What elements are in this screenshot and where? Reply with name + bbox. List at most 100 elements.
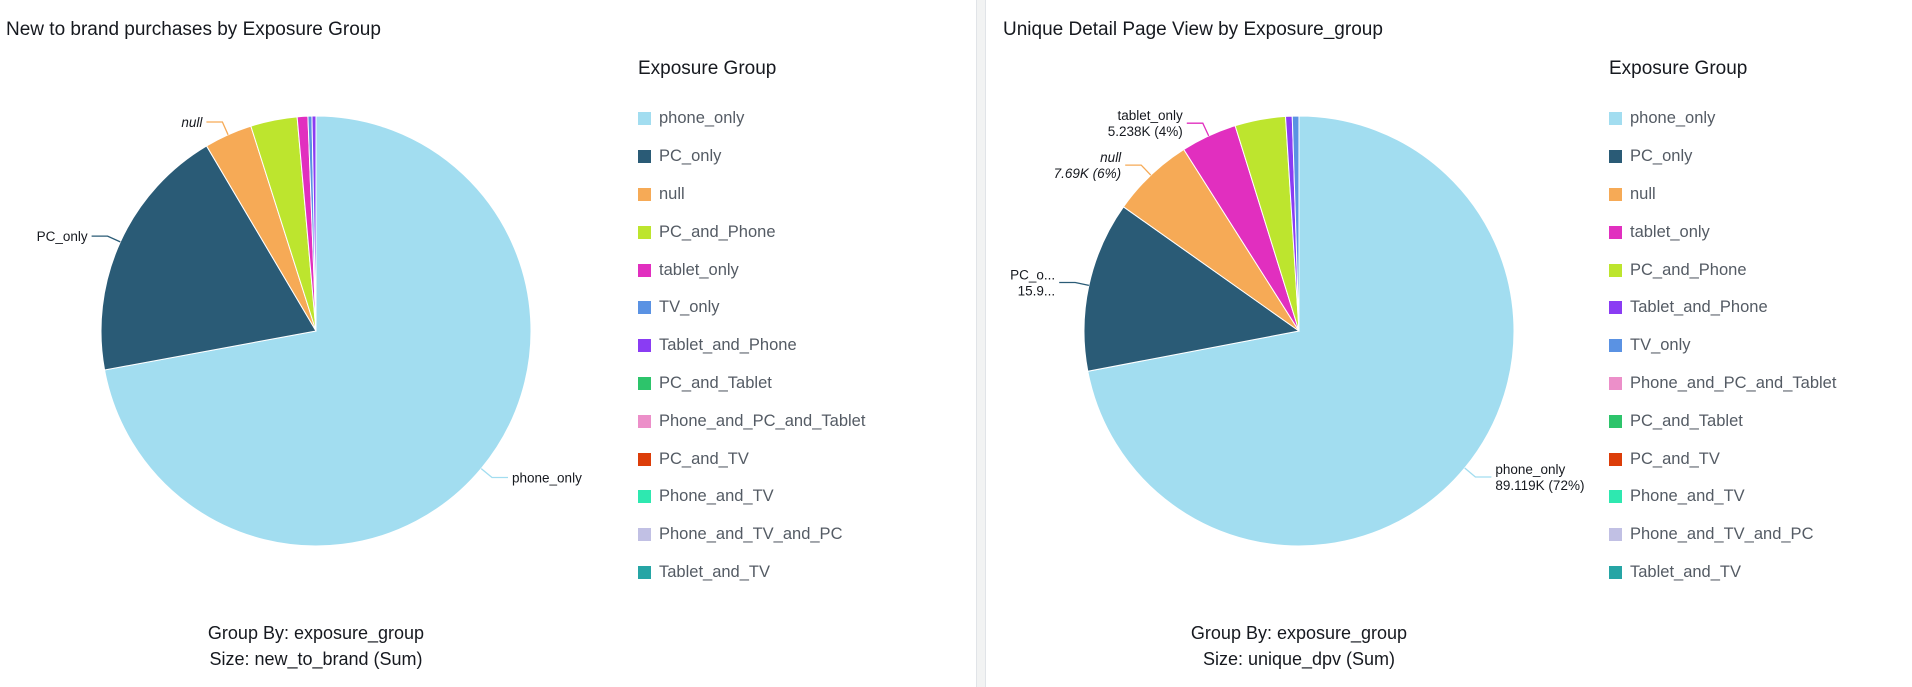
legend-item-phone-and-pc-and-tablet[interactable]: Phone_and_PC_and_Tablet <box>638 402 865 440</box>
slice-value-label-null: 7.69K (6%) <box>1054 166 1122 181</box>
legend-item-phone-and-pc-and-tablet[interactable]: Phone_and_PC_and_Tablet <box>1609 365 1836 403</box>
legend-label: Tablet_and_TV <box>659 562 770 581</box>
slice-label-phone-only: phone_only <box>1495 462 1565 477</box>
legend-swatch <box>638 565 651 579</box>
legend-swatch <box>638 225 651 239</box>
legend-item-phone-only[interactable]: phone_only <box>1609 100 1836 138</box>
legend-label: PC_and_Phone <box>659 222 776 241</box>
legend-label: TV_only <box>1630 336 1691 355</box>
legend-swatch <box>638 414 651 428</box>
legend-swatch <box>1609 528 1622 542</box>
legend-item-phone-and-tv-and-pc[interactable]: Phone_and_TV_and_PC <box>1609 516 1836 554</box>
slice-label-null: null <box>181 115 203 130</box>
leader-line-tablet-only <box>1186 122 1210 137</box>
caption-size: Size: unique_dpv (Sum) <box>1202 649 1396 669</box>
legend-swatch <box>638 150 651 164</box>
slice-label-pc-only: PC_o... <box>1010 268 1055 283</box>
chart-panel-unique-dpv: Unique Detail Page View by Exposure_grou… <box>990 0 1912 687</box>
legend-item-tablet-and-phone[interactable]: Tablet_and_Phone <box>638 327 865 365</box>
legend-item-tablet-only[interactable]: tablet_only <box>1609 213 1836 251</box>
legend-label: Phone_and_TV_and_PC <box>1630 525 1814 544</box>
legend-swatch <box>1609 187 1622 201</box>
legend-label: tablet_only <box>659 260 739 279</box>
legend-swatch <box>1609 263 1622 277</box>
legend-swatch <box>638 301 651 315</box>
legend-label: Phone_and_PC_and_Tablet <box>1630 373 1837 392</box>
legend-label: Tablet_and_TV <box>1630 562 1741 581</box>
pie-slice-tv-only[interactable] <box>1291 115 1300 332</box>
legend-item-tablet-and-tv[interactable]: Tablet_and_TV <box>1609 554 1836 592</box>
legend-item-tablet-and-tv[interactable]: Tablet_and_TV <box>638 554 865 592</box>
legend-item-phone-and-tv-and-pc[interactable]: Phone_and_TV_and_PC <box>638 516 865 554</box>
legend-item-pc-only[interactable]: PC_only <box>1609 138 1836 176</box>
legend-item-pc-and-tablet[interactable]: PC_and_Tablet <box>1609 402 1836 440</box>
legend-label: null <box>1630 184 1656 203</box>
legend-item-pc-and-tablet[interactable]: PC_and_Tablet <box>638 365 865 403</box>
legend-item-tablet-and-phone[interactable]: Tablet_and_Phone <box>1609 289 1836 327</box>
legend-label: Tablet_and_Phone <box>1630 298 1768 317</box>
legend-swatch <box>638 112 651 126</box>
legend-label: PC_and_Tablet <box>659 373 772 392</box>
legend-label: Phone_and_TV_and_PC <box>659 525 843 544</box>
legend-swatch <box>1609 376 1622 390</box>
legend-swatch <box>1609 414 1622 428</box>
legend-label: null <box>659 184 685 203</box>
legend-item-tablet-only[interactable]: tablet_only <box>638 251 865 289</box>
legend-swatch <box>1609 112 1622 126</box>
legend-item-null[interactable]: null <box>1609 176 1836 214</box>
chart-panel-new-to-brand: New to brand purchases by Exposure Group… <box>0 0 972 687</box>
legend-label: Phone_and_TV <box>1630 487 1745 506</box>
legend-swatch <box>1609 565 1622 579</box>
legend-item-pc-and-tv[interactable]: PC_and_TV <box>1609 440 1836 478</box>
legend-item-tv-only[interactable]: TV_only <box>638 289 865 327</box>
legend-swatch <box>638 376 651 390</box>
slice-value-label-pc-only: 15.9... <box>1018 284 1056 299</box>
legend-swatch <box>638 452 651 466</box>
legend-item-null[interactable]: null <box>638 176 865 214</box>
legend-item-pc-and-phone[interactable]: PC_and_Phone <box>1609 251 1836 289</box>
leader-line-null <box>206 121 229 136</box>
leader-line-phone-only <box>1464 467 1492 478</box>
legend-item-phone-and-tv[interactable]: Phone_and_TV <box>1609 478 1836 516</box>
legend-swatch <box>638 263 651 277</box>
leader-line-pc-only <box>1059 281 1090 287</box>
legend-swatch <box>638 490 651 504</box>
slice-value-label-tablet-only: 5.238K (4%) <box>1108 124 1183 139</box>
leader-line-pc-only <box>91 235 121 243</box>
legend-label: PC_and_TV <box>659 449 749 468</box>
pie-slice-pc-only[interactable] <box>100 145 317 371</box>
legend-item-pc-and-tv[interactable]: PC_and_TV <box>638 440 865 478</box>
legend-item-phone-only[interactable]: phone_only <box>638 100 865 138</box>
leader-line-null <box>1125 164 1152 176</box>
legend-item-pc-and-phone[interactable]: PC_and_Phone <box>638 213 865 251</box>
caption-size: Size: new_to_brand (Sum) <box>209 649 423 669</box>
legend-swatch <box>1609 301 1622 315</box>
caption-group-by: Group By: exposure_group <box>1190 623 1408 643</box>
legend-label: TV_only <box>659 298 720 317</box>
legend-swatch <box>1609 150 1622 164</box>
pie-slice-pc-only[interactable] <box>1083 206 1301 372</box>
legend-title: Exposure Group <box>1609 58 1748 79</box>
legend-item-pc-only[interactable]: PC_only <box>638 138 865 176</box>
chart-title: Unique Detail Page View by Exposure_grou… <box>1003 19 1383 40</box>
legend-swatch <box>1609 225 1622 239</box>
legend-label: Phone_and_PC_and_Tablet <box>659 411 866 430</box>
pie-slice-tablet-and-phone[interactable] <box>311 115 317 332</box>
legend-item-phone-and-tv[interactable]: Phone_and_TV <box>638 478 865 516</box>
legend-swatch <box>1609 339 1622 353</box>
legend-item-tv-only[interactable]: TV_only <box>1609 327 1836 365</box>
leader-line-phone-only <box>480 468 508 479</box>
legend-label: Phone_and_TV <box>659 487 774 506</box>
slice-label-phone-only: phone_only <box>512 471 582 486</box>
legend: Exposure Group phone_only PC_only null PC_a… <box>638 58 865 591</box>
legend-label: PC_and_TV <box>1630 449 1720 468</box>
legend-label: PC_and_Tablet <box>1630 411 1743 430</box>
slice-label-null: null <box>1100 150 1122 165</box>
panel-divider[interactable] <box>976 0 986 687</box>
legend-label: phone_only <box>1630 109 1716 128</box>
legend-swatch <box>638 339 651 353</box>
chart-title: New to brand purchases by Exposure Group <box>6 19 381 40</box>
